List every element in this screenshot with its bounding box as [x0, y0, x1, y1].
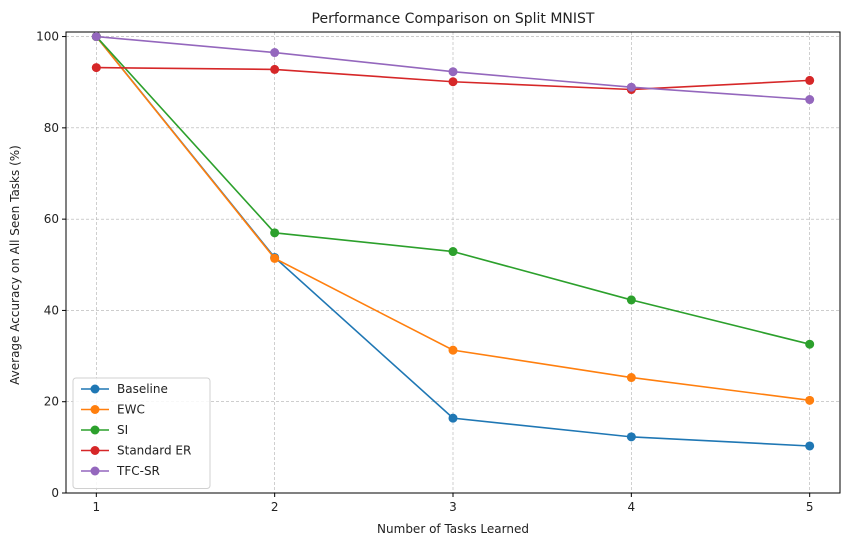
data-point	[270, 64, 280, 74]
x-tick-label: 5	[806, 500, 814, 514]
y-tick-label: 80	[44, 121, 59, 135]
legend-marker	[90, 466, 100, 476]
x-tick-label: 2	[271, 500, 279, 514]
data-point	[448, 67, 458, 77]
legend-label: Standard ER	[117, 444, 191, 458]
x-axis-label: Number of Tasks Learned	[377, 522, 529, 536]
data-point	[91, 32, 101, 42]
y-tick-label: 20	[44, 395, 59, 409]
data-point	[270, 48, 280, 58]
chart-title: Performance Comparison on Split MNIST	[312, 11, 595, 27]
legend-label: TFC-SR	[116, 464, 160, 478]
legend-item: SI	[81, 423, 128, 437]
y-tick-label: 40	[44, 303, 59, 317]
data-point	[448, 345, 458, 355]
data-point	[91, 63, 101, 73]
y-axis-label: Average Accuracy on All Seen Tasks (%)	[8, 145, 22, 385]
x-tick-label: 3	[449, 500, 457, 514]
data-point	[626, 82, 636, 92]
data-point	[448, 77, 458, 87]
legend-item: Baseline	[81, 382, 168, 396]
data-point	[805, 441, 815, 451]
data-point	[626, 295, 636, 305]
x-tick-label: 1	[92, 500, 100, 514]
data-point	[805, 75, 815, 85]
y-tick-label: 60	[44, 212, 59, 226]
legend-item: EWC	[81, 403, 145, 417]
axis-ticks: 1 2 3 4 5 0 20 40 60 80 100	[36, 30, 813, 514]
data-point	[448, 413, 458, 423]
data-point	[448, 247, 458, 257]
legend-label: SI	[117, 423, 128, 437]
series-tfc-sr	[91, 32, 815, 105]
y-tick-label: 0	[51, 486, 59, 500]
legend-marker	[90, 405, 100, 414]
legend-item: Standard ER	[81, 444, 191, 458]
legend: Baseline EWC SI Standard ER TFC-SR	[72, 377, 211, 489]
x-tick-label: 4	[628, 500, 636, 514]
legend-label: EWC	[117, 403, 145, 417]
legend-item: TFC-SR	[81, 464, 160, 478]
data-point	[805, 95, 815, 105]
data-point	[805, 339, 815, 349]
data-point	[270, 228, 280, 238]
legend-marker	[90, 446, 100, 455]
data-point	[626, 432, 636, 442]
data-point	[805, 395, 815, 405]
data-point	[626, 373, 636, 383]
data-point	[270, 253, 280, 263]
series-group	[91, 32, 815, 451]
legend-label: Baseline	[117, 382, 168, 396]
legend-box	[72, 377, 211, 489]
legend-marker	[90, 425, 100, 435]
y-tick-label: 100	[36, 30, 59, 44]
legend-marker	[90, 384, 100, 394]
